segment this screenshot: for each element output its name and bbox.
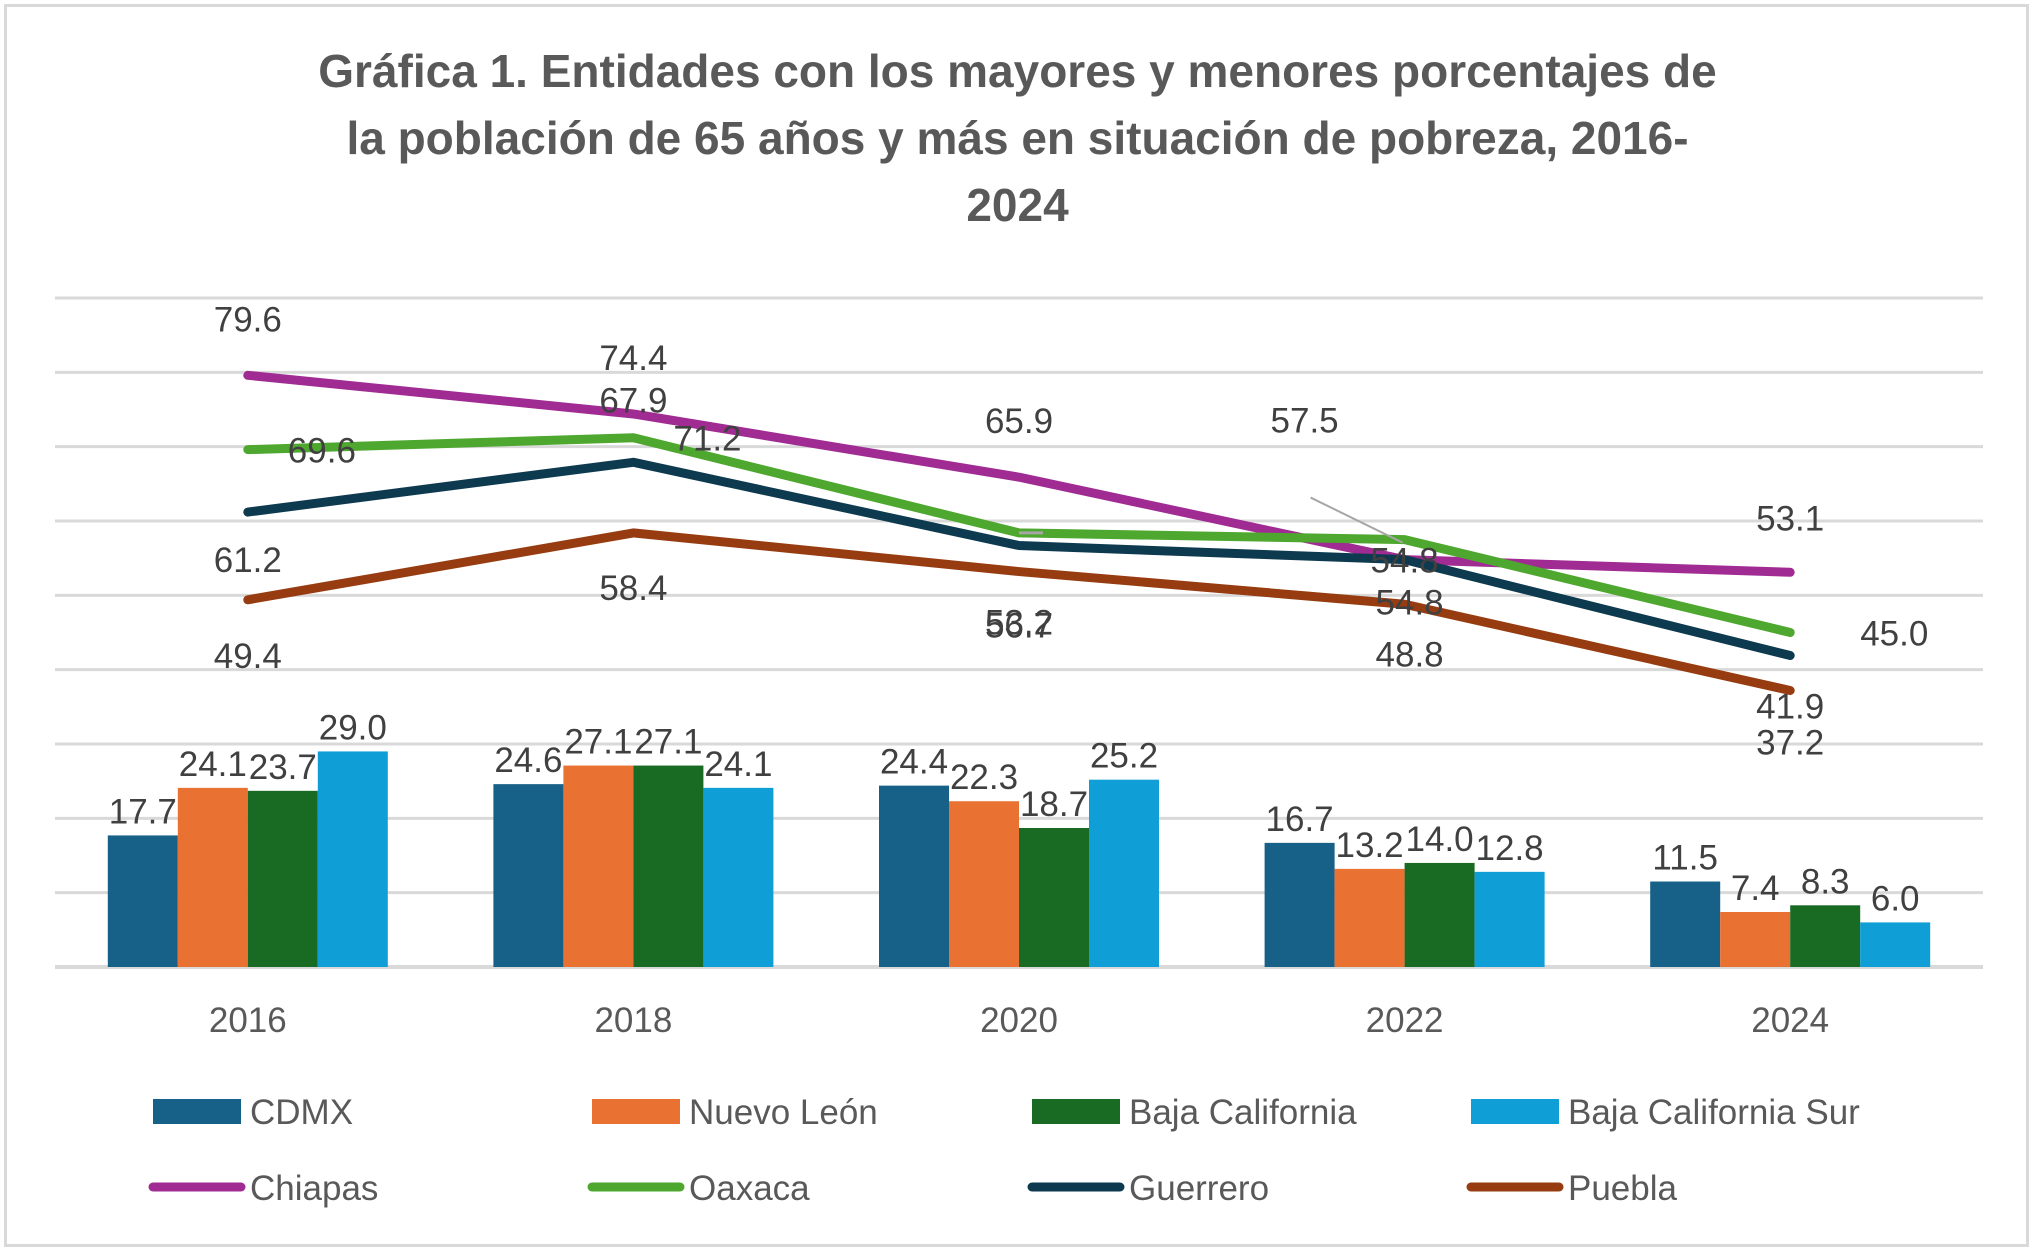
bar-data-label: 24.4 bbox=[880, 743, 948, 782]
bar-data-label: 24.1 bbox=[704, 745, 772, 784]
legend-label: Nuevo León bbox=[689, 1093, 878, 1132]
legend-swatch-baja-california bbox=[1032, 1099, 1120, 1124]
line-data-label-oaxaca: 57.5 bbox=[1271, 402, 1339, 441]
line-data-label-chiapas: 65.9 bbox=[985, 402, 1053, 441]
legend-label: CDMX bbox=[250, 1093, 353, 1132]
bar-cdmx-2024 bbox=[1650, 881, 1721, 967]
line-data-label-puebla: 53.2 bbox=[985, 604, 1053, 643]
bar-nuevo-león-2022 bbox=[1334, 868, 1405, 967]
x-axis-ticks: 2016 2018 2020 2022 2024 bbox=[209, 1001, 1829, 1040]
bar-baja-california-sur-2020 bbox=[1089, 779, 1159, 967]
bar-baja-california-sur-2018 bbox=[703, 787, 774, 967]
line-data-label-chiapas: 74.4 bbox=[599, 339, 667, 378]
bar-baja-california-sur-2024 bbox=[1860, 922, 1931, 967]
legend-swatch-baja-california-sur bbox=[1471, 1099, 1559, 1124]
bar-baja-california-2022 bbox=[1404, 862, 1475, 967]
line-data-label-chiapas: 54.8 bbox=[1371, 542, 1439, 581]
bar-baja-california-2020 bbox=[1019, 827, 1089, 967]
line-data-label-guerrero: 41.9 bbox=[1756, 688, 1824, 727]
line-data-label-guerrero: 56.7 bbox=[985, 607, 1053, 646]
data-labels: 17.724.6 24.416.711.524.127.122.313.27.42… bbox=[109, 300, 1929, 918]
bar-data-label: 29.0 bbox=[319, 708, 387, 747]
bar-data-label: 22.3 bbox=[950, 758, 1018, 797]
legend-label: Puebla bbox=[1568, 1169, 1678, 1208]
legend-label: Guerrero bbox=[1129, 1169, 1269, 1208]
bar-data-label: 18.7 bbox=[1020, 785, 1088, 824]
bar-nuevo-león-2020 bbox=[949, 801, 1019, 967]
line-data-label-puebla: 49.4 bbox=[214, 637, 282, 676]
line-data-label-puebla: 58.4 bbox=[599, 569, 667, 608]
bar-cdmx-2022 bbox=[1264, 842, 1335, 967]
bar-data-label: 25.2 bbox=[1090, 737, 1158, 776]
line-data-label-puebla: 48.8 bbox=[1376, 635, 1444, 674]
bar-data-label: 14.0 bbox=[1406, 820, 1474, 859]
bar-baja-california-2024 bbox=[1790, 905, 1861, 967]
line-data-label-oaxaca: 69.6 bbox=[288, 432, 356, 471]
legend: CDMX Nuevo León Baja California Baja Califo… bbox=[148, 1093, 1860, 1208]
bar-baja-california-2016 bbox=[247, 790, 318, 967]
x-tick-label: 2022 bbox=[1366, 1001, 1444, 1040]
bar-cdmx-2020 bbox=[879, 785, 949, 967]
chart-frame bbox=[4, 4, 2029, 1247]
x-tick-label: 2016 bbox=[209, 1001, 287, 1040]
bar-data-label: 24.6 bbox=[494, 741, 562, 780]
bar-data-label: 27.1 bbox=[564, 723, 632, 762]
line-data-label-chiapas: 53.1 bbox=[1756, 499, 1824, 538]
bar-marks bbox=[107, 751, 1931, 967]
chart-title: Gráfica 1. Entidades con los mayores y m… bbox=[0, 38, 2035, 239]
line-data-label-guerrero: 54.8 bbox=[1376, 584, 1444, 623]
bar-data-label: 6.0 bbox=[1871, 879, 1920, 918]
bar-cdmx-2016 bbox=[107, 835, 178, 967]
leader-line-oaxaca-2022 bbox=[1310, 496, 1404, 544]
leader-lines bbox=[1019, 496, 1404, 544]
line-data-label-guerrero: 61.2 bbox=[214, 541, 282, 580]
bar-baja-california-2018 bbox=[633, 765, 704, 967]
legend-swatch-cdmx bbox=[153, 1099, 241, 1124]
line-marks bbox=[243, 370, 1795, 695]
bar-data-label: 16.7 bbox=[1266, 800, 1334, 839]
bar-cdmx-2018 bbox=[493, 784, 564, 967]
bar-data-label: 12.8 bbox=[1476, 829, 1544, 868]
bar-nuevo-león-2024 bbox=[1720, 911, 1791, 967]
line-data-label-guerrero: 67.9 bbox=[599, 381, 667, 420]
bar-data-label: 23.7 bbox=[249, 748, 317, 787]
legend-label: Baja California Sur bbox=[1568, 1093, 1860, 1132]
bar-nuevo-león-2016 bbox=[177, 787, 248, 967]
x-tick-label: 2020 bbox=[980, 1001, 1058, 1040]
bar-data-label: 7.4 bbox=[1731, 869, 1780, 908]
bar-data-label: 24.1 bbox=[179, 745, 247, 784]
chart-title-line-1: Gráfica 1. Entidades con los mayores y m… bbox=[318, 45, 1717, 97]
bar-data-label: 8.3 bbox=[1801, 862, 1850, 901]
bar-data-label: 27.1 bbox=[634, 723, 702, 762]
bar-data-label: 17.7 bbox=[109, 792, 177, 831]
chart-title-line-2: la población de 65 años y más en situaci… bbox=[346, 112, 1689, 164]
x-tick-label: 2024 bbox=[1751, 1001, 1829, 1040]
line-data-label-chiapas: 79.6 bbox=[214, 300, 282, 339]
legend-label: Chiapas bbox=[250, 1169, 378, 1208]
legend-swatch-nuevo-león bbox=[592, 1099, 680, 1124]
chart-title-line-3: 2024 bbox=[966, 179, 1069, 231]
line-data-label-oaxaca: 71.2 bbox=[673, 420, 741, 459]
bar-data-label: 11.5 bbox=[1652, 839, 1718, 878]
bar-baja-california-sur-2022 bbox=[1474, 871, 1545, 967]
line-data-label-puebla: 37.2 bbox=[1756, 723, 1824, 762]
bar-data-label: 13.2 bbox=[1336, 826, 1404, 865]
bar-baja-california-sur-2016 bbox=[317, 751, 388, 967]
legend-label: Baja California bbox=[1129, 1093, 1357, 1132]
bar-nuevo-león-2018 bbox=[563, 765, 634, 967]
legend-label: Oaxaca bbox=[689, 1169, 810, 1208]
line-data-label-oaxaca: 45.0 bbox=[1860, 615, 1928, 654]
x-tick-label: 2018 bbox=[594, 1001, 672, 1040]
